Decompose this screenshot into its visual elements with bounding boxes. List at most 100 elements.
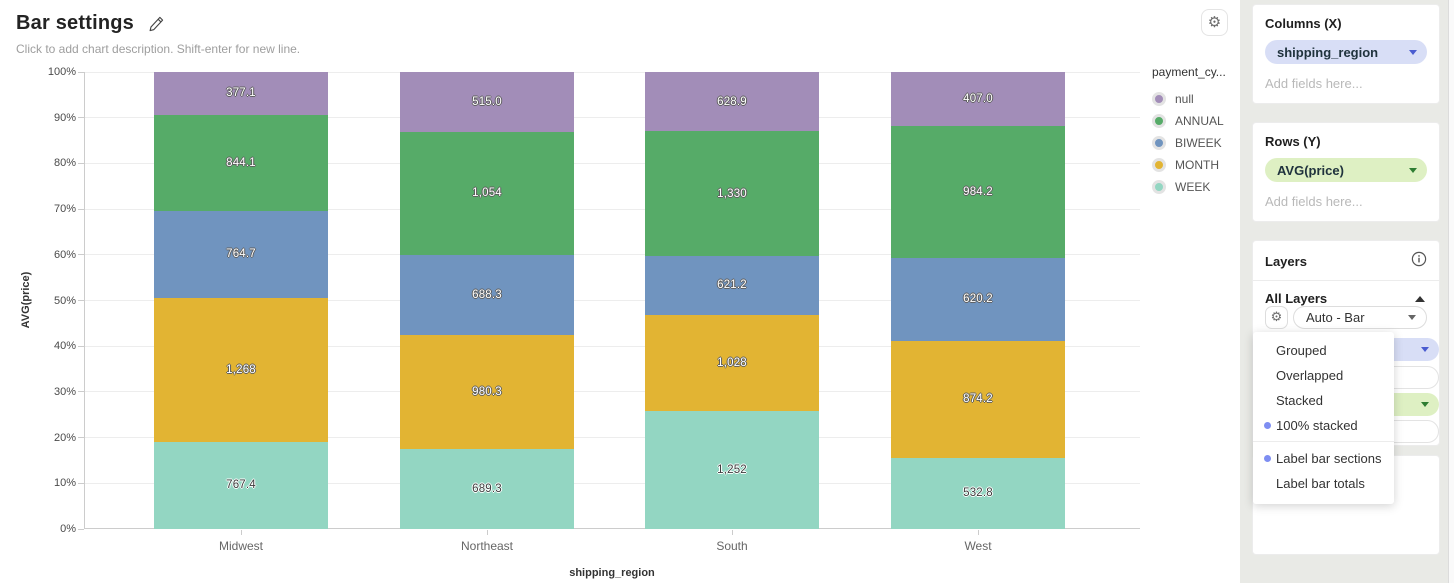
columns-panel: Columns (X) shipping_region Add fields h… (1252, 4, 1440, 104)
gridline (85, 482, 1140, 484)
bar-segment-null[interactable]: 377.1 (154, 72, 328, 115)
columns-field-label: shipping_region (1277, 44, 1379, 60)
x-category-label: Northeast (460, 539, 514, 553)
columns-add-fields[interactable]: Add fields here... (1265, 76, 1363, 91)
y-tick-mark (78, 300, 84, 301)
menu-divider (1253, 441, 1394, 442)
pencil-icon (149, 16, 164, 32)
legend-item-label: null (1175, 92, 1194, 106)
bar-segment-WEEK[interactable]: 767.4 (154, 441, 328, 529)
legend-swatch (1152, 114, 1166, 128)
segment-label: 689.3 (472, 482, 502, 495)
bar-segment-BIWEEK[interactable]: 688.3 (400, 254, 574, 335)
layer-type-value: Auto - Bar (1306, 310, 1365, 325)
y-tick-mark (78, 437, 84, 439)
y-tick-mark (78, 528, 84, 530)
y-tick-mark (78, 162, 84, 164)
legend-item-WEEK[interactable]: WEEK (1152, 176, 1226, 198)
gridline (85, 162, 1140, 164)
bar-segment-null[interactable]: 628.9 (645, 72, 819, 132)
bar-segment-null[interactable]: 407.0 (891, 72, 1065, 127)
bar-segment-WEEK[interactable]: 1,252 (645, 411, 819, 529)
segment-label: 984.2 (963, 186, 993, 199)
segment-label: 1,268 (226, 363, 256, 376)
bar-segment-null[interactable]: 515.0 (400, 72, 574, 132)
menu-item-stacked[interactable]: Stacked (1276, 393, 1323, 408)
legend-item-null[interactable]: null (1152, 88, 1226, 110)
info-icon (1411, 251, 1427, 267)
layers-info-button[interactable] (1411, 251, 1427, 272)
legend-item-ANNUAL[interactable]: ANNUAL (1152, 110, 1226, 132)
bar-segment-WEEK[interactable]: 532.8 (891, 457, 1065, 529)
bar-segment-ANNUAL[interactable]: 844.1 (154, 114, 328, 211)
bar-south: 628.9 1,330 621.2 1,028 1,252 (645, 72, 819, 529)
bar-segment-WEEK[interactable]: 689.3 (400, 448, 574, 529)
sidebar-scroll-track[interactable] (1448, 0, 1454, 583)
segment-label: 532.8 (963, 487, 993, 500)
bar-segment-ANNUAL[interactable]: 1,054 (400, 131, 574, 255)
columns-panel-title: Columns (X) (1265, 16, 1342, 31)
bar-segment-MONTH[interactable]: 1,268 (154, 297, 328, 442)
chart-settings-button[interactable]: ⚙ (1201, 9, 1228, 36)
chevron-down-icon (1409, 167, 1417, 173)
bar-segment-BIWEEK[interactable]: 621.2 (645, 256, 819, 315)
legend-swatch (1152, 92, 1166, 106)
segment-label: 844.1 (226, 156, 256, 169)
layer-type-select[interactable]: Auto - Bar (1293, 306, 1427, 329)
rows-field-pill[interactable]: AVG(price) (1265, 158, 1427, 182)
segment-label: 620.2 (963, 293, 993, 306)
segment-label: 621.2 (717, 279, 747, 292)
columns-field-pill[interactable]: shipping_region (1265, 40, 1427, 64)
x-category-label: Midwest (218, 539, 263, 553)
gridline (85, 345, 1140, 347)
chart-description-placeholder[interactable]: Click to add chart description. Shift-en… (16, 42, 301, 56)
selected-dot-icon (1264, 455, 1271, 462)
plot-area (84, 72, 1140, 529)
legend-item-label: WEEK (1175, 180, 1211, 194)
gear-icon: ⚙ (1207, 13, 1222, 31)
bar-segment-MONTH[interactable]: 874.2 (891, 340, 1065, 458)
x-category-label: South (716, 539, 748, 553)
segment-label: 1,330 (717, 187, 747, 200)
bar-segment-BIWEEK[interactable]: 764.7 (154, 210, 328, 298)
bar-segment-BIWEEK[interactable]: 620.2 (891, 257, 1065, 341)
legend-swatch (1152, 158, 1166, 172)
y-tick-mark (78, 71, 84, 73)
bar-segment-ANNUAL[interactable]: 1,330 (645, 131, 819, 257)
y-axis-title: AVG(price) (20, 271, 32, 329)
chart-title-bar: Bar settings (16, 12, 165, 35)
y-tick-label: 40% (53, 340, 76, 353)
bar-segment-MONTH[interactable]: 1,028 (645, 314, 819, 412)
segment-label: 874.2 (963, 393, 993, 406)
legend: payment_cy... null ANNUAL BIWEEK MONTH WEEK (1152, 65, 1226, 198)
edit-title-button[interactable] (148, 15, 165, 32)
bar-type-dropdown-menu: Grouped Overlapped Stacked 100% stacked Labe… (1253, 332, 1394, 504)
bar-northeast: 515.0 1,054 688.3 980.3 689.3 (400, 72, 574, 529)
legend-swatch (1152, 180, 1166, 194)
menu-item-overlapped[interactable]: Overlapped (1276, 368, 1344, 383)
rows-add-fields[interactable]: Add fields here... (1265, 194, 1363, 209)
chevron-down-icon (1408, 315, 1416, 320)
y-tick-mark (78, 482, 84, 484)
gridline (85, 71, 1140, 73)
x-category-label: West (964, 539, 992, 553)
layer-settings-button[interactable]: ⚙ (1265, 306, 1288, 329)
bar-west: 407.0 984.2 620.2 874.2 532.8 (891, 72, 1065, 529)
legend-item-BIWEEK[interactable]: BIWEEK (1152, 132, 1226, 154)
segment-label: 407.0 (963, 93, 993, 106)
menu-item-grouped[interactable]: Grouped (1276, 343, 1327, 358)
y-tick-label: 90% (53, 111, 76, 124)
legend-item-MONTH[interactable]: MONTH (1152, 154, 1226, 176)
y-tick-mark (78, 208, 84, 210)
bar-segment-ANNUAL[interactable]: 984.2 (891, 126, 1065, 258)
gridline (85, 117, 1140, 119)
gridline (85, 208, 1140, 210)
menu-item-label-bar-totals[interactable]: Label bar totals (1276, 476, 1365, 491)
chevron-down-icon (1409, 49, 1417, 55)
bar-segment-MONTH[interactable]: 980.3 (400, 334, 574, 449)
menu-item-label-bar-sections[interactable]: Label bar sections (1253, 446, 1394, 471)
menu-item-100-stacked[interactable]: 100% stacked (1253, 413, 1394, 438)
segment-label: 1,252 (717, 464, 747, 477)
page-title: Bar settings (16, 12, 134, 34)
chevron-up-icon[interactable] (1415, 295, 1425, 302)
